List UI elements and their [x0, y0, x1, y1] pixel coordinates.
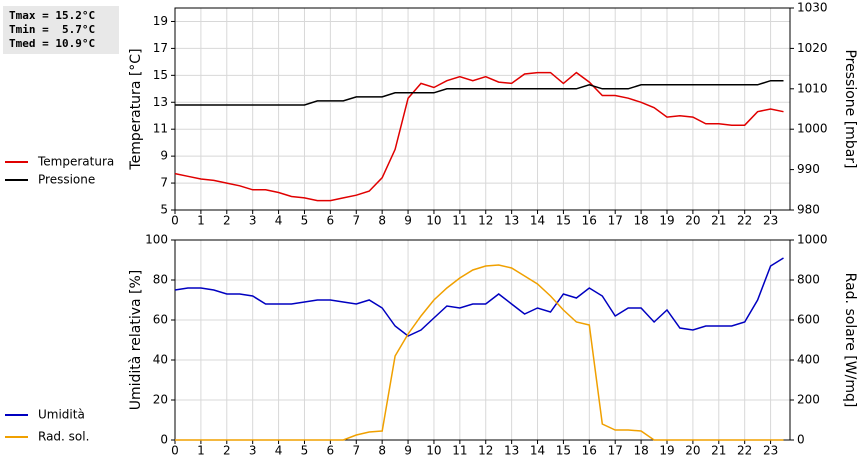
- legend-label: Pressione: [38, 173, 95, 187]
- y-tick-label: 15: [153, 68, 168, 82]
- x-tick-label: 5: [301, 444, 309, 458]
- x-tick-label: 7: [352, 444, 360, 458]
- x-tick-label: 8: [378, 214, 386, 228]
- x-tick-label: 21: [711, 444, 726, 458]
- x-tick-label: 10: [426, 444, 441, 458]
- x-tick-label: 4: [275, 214, 283, 228]
- x-tick-label: 23: [763, 444, 778, 458]
- x-tick-label: 20: [685, 214, 700, 228]
- plot-frame: [174, 7, 791, 211]
- plot-area: [175, 8, 790, 210]
- x-tick-label: 0: [171, 214, 179, 228]
- y-axis-label: Umidità relativa [%]: [128, 270, 144, 411]
- y2-tick-label: 1020: [797, 41, 828, 55]
- x-tick-label: 21: [711, 214, 726, 228]
- legend-label: Temperatura: [37, 155, 114, 169]
- plot-area: [175, 240, 790, 440]
- y-tick-label: 11: [153, 122, 168, 136]
- y2-tick-label: 400: [797, 353, 820, 367]
- x-tick-label: 14: [530, 444, 545, 458]
- series-line: [174, 71, 784, 202]
- x-tick-label: 8: [378, 444, 386, 458]
- y-tick-label: 0: [160, 433, 168, 447]
- x-tick-label: 5: [301, 214, 309, 228]
- x-tick-label: 9: [404, 444, 412, 458]
- series-line: [175, 79, 784, 106]
- x-tick-label: 15: [556, 214, 571, 228]
- stat: Tmin = 5.7°C: [9, 23, 96, 36]
- x-tick-label: 15: [556, 444, 571, 458]
- y2-tick-label: 1030: [797, 1, 828, 15]
- y2-tick-label: 0: [797, 433, 805, 447]
- y-tick-label: 13: [153, 95, 168, 109]
- plot-frame: [174, 239, 791, 441]
- x-tick-label: 3: [249, 444, 257, 458]
- x-tick-label: 22: [737, 444, 752, 458]
- y2-tick-label: 980: [797, 203, 820, 217]
- x-tick-label: 1: [197, 444, 205, 458]
- y2-tick-label: 990: [797, 162, 820, 176]
- x-tick-label: 13: [504, 214, 519, 228]
- x-tick-label: 7: [352, 214, 360, 228]
- y-tick-label: 20: [153, 393, 168, 407]
- y-tick-label: 80: [153, 273, 168, 287]
- x-tick-label: 0: [171, 444, 179, 458]
- y-tick-label: 5: [160, 203, 168, 217]
- x-tick-label: 17: [608, 214, 623, 228]
- y-tick-label: 19: [153, 14, 168, 28]
- y2-tick-label: 1000: [797, 233, 828, 247]
- x-tick-label: 16: [582, 214, 597, 228]
- x-tick-label: 10: [426, 214, 441, 228]
- y2-tick-label: 1000: [797, 122, 828, 136]
- x-tick-label: 11: [452, 444, 467, 458]
- y2-axis-label: Pressione [mbar]: [842, 49, 858, 168]
- x-tick-label: 6: [327, 214, 335, 228]
- y-tick-label: 100: [145, 233, 168, 247]
- x-tick-label: 1: [197, 214, 205, 228]
- y2-tick-label: 1010: [797, 81, 828, 95]
- y2-tick-label: 800: [797, 273, 820, 287]
- stat: Tmax = 15.2°C: [9, 9, 96, 22]
- x-tick-label: 14: [530, 214, 545, 228]
- series-line: [175, 264, 784, 441]
- legend-label: Rad. sol.: [38, 430, 89, 444]
- y-tick-label: 9: [160, 149, 168, 163]
- x-tick-label: 22: [737, 214, 752, 228]
- x-tick-label: 2: [223, 444, 231, 458]
- x-tick-label: 19: [659, 444, 674, 458]
- x-tick-label: 18: [633, 214, 648, 228]
- x-tick-label: 17: [608, 444, 623, 458]
- x-tick-label: 3: [249, 214, 257, 228]
- y-tick-label: 7: [160, 176, 168, 190]
- stat: Tmed = 10.9°C: [9, 37, 96, 50]
- x-tick-label: 13: [504, 444, 519, 458]
- y-tick-label: 40: [153, 353, 168, 367]
- y-axis-label: Temperatura [°C]: [128, 48, 144, 170]
- y-tick-label: 17: [153, 41, 168, 55]
- y-tick-label: 60: [153, 313, 168, 327]
- x-tick-label: 9: [404, 214, 412, 228]
- x-tick-label: 6: [327, 444, 335, 458]
- y2-tick-label: 600: [797, 313, 820, 327]
- x-tick-label: 12: [478, 444, 493, 458]
- x-tick-label: 18: [633, 444, 648, 458]
- x-tick-label: 2: [223, 214, 231, 228]
- x-tick-label: 19: [659, 214, 674, 228]
- legend-label: Umidità: [38, 408, 85, 422]
- x-tick-label: 16: [582, 444, 597, 458]
- y2-tick-label: 200: [797, 393, 820, 407]
- x-tick-label: 12: [478, 214, 493, 228]
- x-tick-label: 23: [763, 214, 778, 228]
- series-line: [174, 257, 784, 337]
- x-tick-label: 11: [452, 214, 467, 228]
- x-tick-label: 20: [685, 444, 700, 458]
- y2-axis-label: Rad. solare [W/mq]: [842, 273, 858, 408]
- x-tick-label: 4: [275, 444, 283, 458]
- stats-box: Tmax = 15.2°C Tmin = 5.7°C Tmed = 10.9°C: [3, 6, 119, 54]
